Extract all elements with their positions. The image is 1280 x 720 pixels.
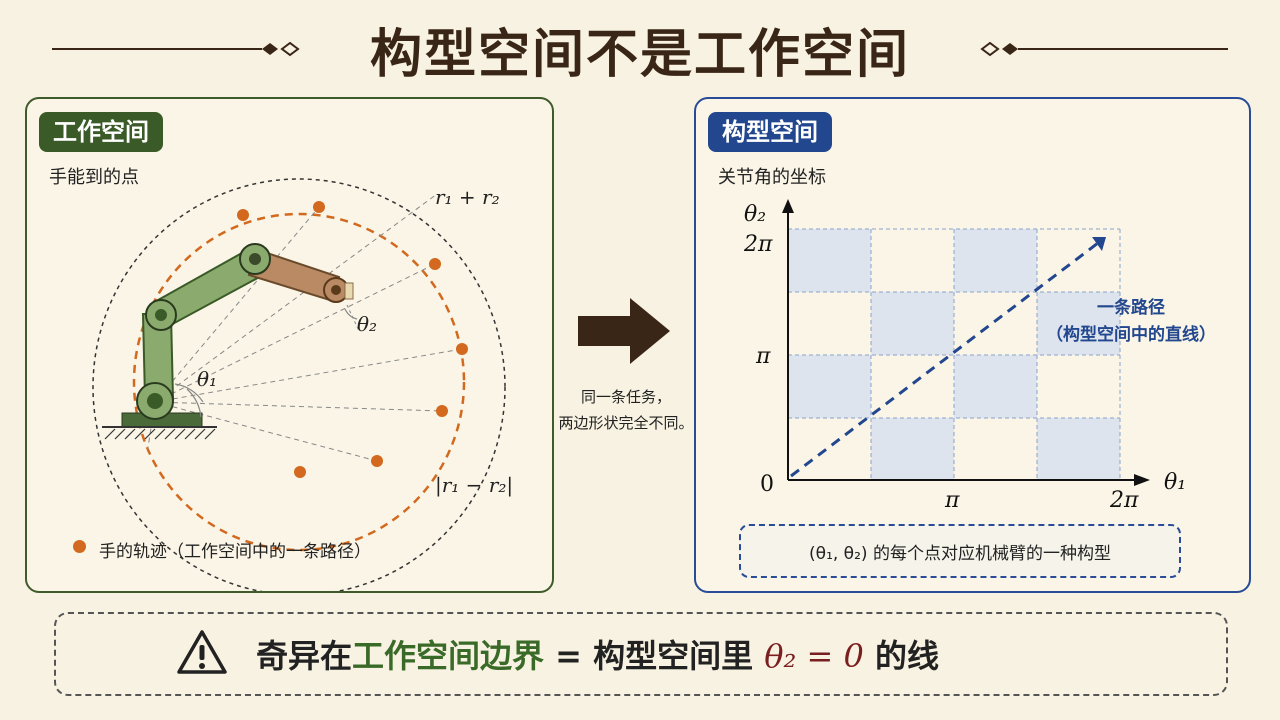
x-tick-2pi: 2π xyxy=(1109,488,1139,513)
rays xyxy=(146,193,463,462)
grid-lines xyxy=(788,228,1121,480)
conclusion-part1: 奇异在 xyxy=(256,637,353,675)
path-points xyxy=(237,201,468,478)
conclusion-theta2-zero: θ₂ = 0 xyxy=(764,637,864,675)
title-bar: 构型空间不是工作空间 xyxy=(0,0,1280,100)
path-label-line1: 一条路径 xyxy=(1097,298,1165,318)
path-arrowhead xyxy=(1092,237,1106,251)
config-space-panel: 构型空间 关节角的坐标 xyxy=(694,97,1251,593)
x-tick-pi: π xyxy=(944,488,960,513)
hand-path-circle xyxy=(132,212,466,552)
conclusion-part3: = 构型空间里 xyxy=(544,637,765,675)
legend-dot-icon xyxy=(73,540,86,553)
path-line xyxy=(790,241,1099,478)
grid-cells xyxy=(788,229,1120,480)
transition-line1: 同一条任务， xyxy=(580,388,671,406)
path-point xyxy=(429,258,441,270)
y-tick-pi: π xyxy=(755,344,771,369)
config-note-box: (θ₁, θ₂) 的每个点对应机械臂的一种构型 xyxy=(739,524,1181,578)
outer-reach-circle xyxy=(92,178,506,591)
transition-line2: 两边形状完全不同。 xyxy=(558,414,694,432)
config-space-subtitle: 关节角的坐标 xyxy=(718,167,826,188)
title-ornaments xyxy=(52,41,1228,57)
config-space-tag: 构型空间 xyxy=(708,112,832,152)
workspace-legend: 手的轨迹（工作空间中的一条路径） xyxy=(73,537,371,562)
legend-text: 手的轨迹（工作空间中的一条路径） xyxy=(99,542,371,562)
workspace-tag: 工作空间 xyxy=(39,112,163,152)
config-note-text: (θ₁, θ₂) 的每个点对应机械臂的一种构型 xyxy=(809,544,1111,564)
workspace-diagram: θ₁ θ₂ r₁ + r₂ |r₁ − r₂| xyxy=(92,178,513,591)
path-point xyxy=(436,405,448,417)
right-arrow-icon xyxy=(578,298,670,364)
y-tick-2pi: 2π xyxy=(743,232,773,257)
page-title: 构型空间不是工作空间 xyxy=(369,25,910,85)
outer-radius-label: r₁ + r₂ xyxy=(435,185,500,209)
conclusion-workspace-boundary: 工作空间边界 xyxy=(352,637,545,675)
origin-tick: 0 xyxy=(760,472,774,497)
end-effector xyxy=(344,282,354,300)
workspace-subtitle: 手能到的点 xyxy=(49,167,139,188)
path-point xyxy=(371,455,383,467)
theta2-label: θ₂ xyxy=(357,312,377,336)
inner-radius-label: |r₁ − r₂| xyxy=(435,473,513,498)
transition-text: 同一条任务， 两边形状完全不同。 xyxy=(556,384,696,436)
conclusion-banner: 奇异在工作空间边界 = 构型空间里 θ₂ = 0 的线 xyxy=(54,612,1228,696)
path-point xyxy=(237,209,249,221)
config-space-plot: θ₂ 2π π 0 π 2π θ₁ xyxy=(743,199,1186,513)
warning-icon xyxy=(177,630,227,674)
ground-hatch xyxy=(104,428,216,440)
path-point xyxy=(294,466,306,478)
y-axis-label: θ₂ xyxy=(744,202,766,227)
x-axis-label: θ₁ xyxy=(1164,470,1186,495)
conclusion-text: 奇异在工作空间边界 = 构型空间里 θ₂ = 0 的线 xyxy=(256,631,939,677)
conclusion-part5: 的线 xyxy=(863,637,940,675)
theta1-label: θ₁ xyxy=(197,367,217,391)
workspace-panel: 工作空间 手能到的点 xyxy=(25,97,554,593)
path-point xyxy=(456,343,468,355)
path-label-line2: （构型空间中的直线） xyxy=(1046,325,1216,345)
path-annotation: 一条路径 （构型空间中的直线） xyxy=(1026,295,1236,349)
path-point xyxy=(313,201,325,213)
